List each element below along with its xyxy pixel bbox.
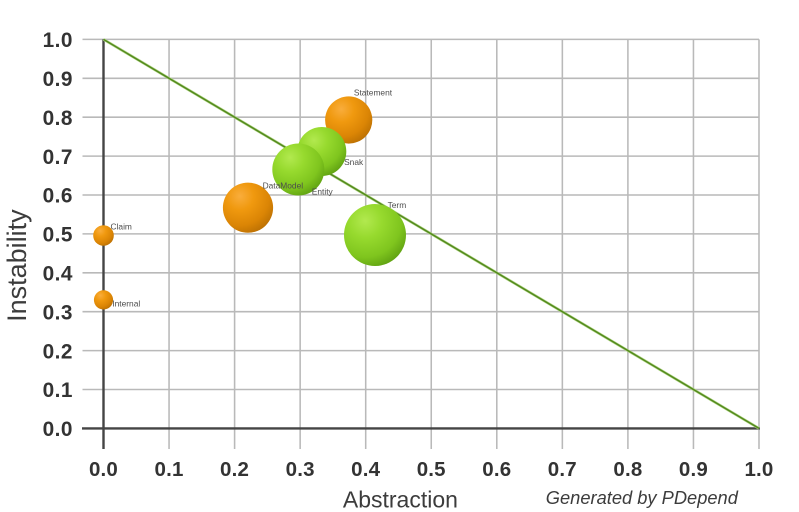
- svg-text:1.0: 1.0: [43, 29, 73, 52]
- svg-text:Snak: Snak: [344, 157, 364, 167]
- svg-text:0.3: 0.3: [286, 458, 315, 481]
- svg-text:0.2: 0.2: [220, 458, 249, 481]
- svg-text:0.7: 0.7: [548, 458, 577, 481]
- svg-text:Entity: Entity: [312, 186, 334, 196]
- svg-text:0.8: 0.8: [43, 107, 73, 130]
- svg-text:0.7: 0.7: [43, 146, 73, 169]
- svg-text:Claim: Claim: [111, 222, 132, 232]
- svg-text:0.5: 0.5: [417, 458, 446, 481]
- svg-text:0.5: 0.5: [43, 224, 73, 247]
- svg-text:Statement: Statement: [354, 88, 393, 98]
- svg-text:0.6: 0.6: [43, 185, 73, 208]
- svg-text:0.1: 0.1: [43, 379, 73, 402]
- svg-text:0.0: 0.0: [89, 458, 118, 481]
- svg-text:Internal: Internal: [112, 299, 140, 309]
- svg-text:0.3: 0.3: [43, 301, 73, 324]
- svg-text:Abstraction: Abstraction: [343, 487, 458, 512]
- svg-text:Instability: Instability: [2, 209, 32, 322]
- svg-text:DataModel: DataModel: [263, 181, 304, 191]
- svg-text:0.4: 0.4: [351, 458, 380, 481]
- svg-text:0.8: 0.8: [613, 458, 642, 481]
- svg-text:0.2: 0.2: [43, 340, 73, 363]
- svg-text:0.1: 0.1: [154, 458, 183, 481]
- svg-text:0.9: 0.9: [43, 68, 73, 91]
- svg-text:0.6: 0.6: [482, 458, 511, 481]
- svg-text:Generated by PDepend: Generated by PDepend: [546, 487, 739, 508]
- svg-text:0.9: 0.9: [679, 458, 708, 481]
- svg-text:0.4: 0.4: [43, 263, 73, 286]
- svg-text:Term: Term: [388, 200, 407, 210]
- svg-text:1.0: 1.0: [744, 458, 773, 481]
- svg-text:0.0: 0.0: [43, 418, 73, 441]
